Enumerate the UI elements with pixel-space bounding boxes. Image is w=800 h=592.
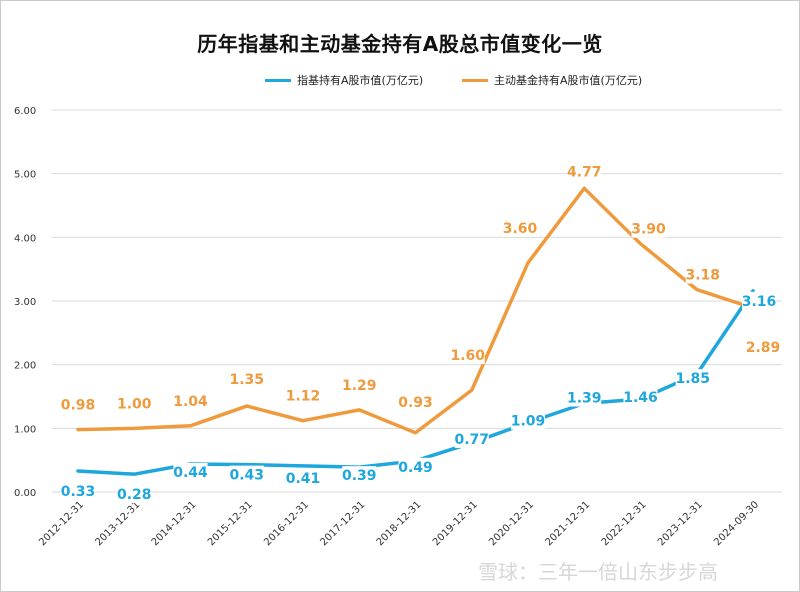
data-label-bg <box>342 466 377 485</box>
data-label: 2.89 <box>746 340 781 356</box>
x-tick-label: 2018-12-31 <box>375 499 424 548</box>
data-label-bg <box>286 468 320 487</box>
data-label-bg <box>229 465 264 484</box>
data-label-bg <box>398 392 433 411</box>
x-tick-label: 2013-12-31 <box>93 499 142 548</box>
data-label-bg <box>454 429 489 448</box>
legend-item-index: 指基持有A股市值(万亿元) <box>265 72 423 88</box>
y-tick-label: 1.00 <box>14 424 36 435</box>
x-tick-label: 2021-12-31 <box>543 499 592 548</box>
data-label-bg <box>173 462 208 481</box>
data-label: 0.77 <box>454 432 489 448</box>
data-label-bg <box>675 369 710 388</box>
data-label-bg <box>685 265 720 284</box>
data-label-bg <box>117 394 152 413</box>
legend-label-active: 主动基金持有A股市值(万亿元) <box>494 74 643 87</box>
data-point <box>526 261 530 265</box>
data-point <box>132 426 136 430</box>
x-tick-label: 2012-12-31 <box>37 499 86 548</box>
data-label: 0.28 <box>117 487 152 503</box>
data-point <box>357 408 361 412</box>
legend-label-index: 指基持有A股市值(万亿元) <box>297 74 424 87</box>
data-label-bg <box>117 485 152 504</box>
data-label-bg <box>229 370 264 389</box>
legend-item-active: 主动基金持有A股市值(万亿元) <box>462 72 642 88</box>
y-tick-label: 4.00 <box>14 233 36 244</box>
data-label: 0.33 <box>61 484 96 500</box>
data-label-bg <box>503 218 537 237</box>
legend-swatch-active <box>462 78 488 82</box>
x-tick-label: 2016-12-31 <box>262 499 311 548</box>
data-point <box>582 186 586 190</box>
data-label-bg <box>61 395 95 414</box>
x-tick-label: 2014-12-31 <box>150 499 199 548</box>
x-tick-label: 2015-12-31 <box>206 499 255 548</box>
legend-swatch-index <box>265 78 291 82</box>
data-label: 3.60 <box>503 221 538 237</box>
y-tick-label: 0.00 <box>14 488 36 499</box>
y-tick-label: 5.00 <box>14 170 36 181</box>
data-label: 3.90 <box>631 222 666 238</box>
data-label-bg <box>631 219 666 238</box>
data-label: 1.00 <box>117 396 152 412</box>
data-point <box>639 242 642 246</box>
data-label-bg <box>398 457 433 476</box>
data-label: 1.35 <box>229 372 264 388</box>
data-label: 0.49 <box>398 460 433 476</box>
data-label-bg <box>450 346 485 365</box>
x-tick-label: 2024-09-30 <box>712 499 761 548</box>
x-tick-label: 2019-12-31 <box>431 499 480 548</box>
data-point <box>76 428 80 432</box>
data-point <box>76 469 80 473</box>
data-label-bg <box>742 291 776 310</box>
data-label-bg <box>567 388 602 407</box>
y-tick-label: 3.00 <box>14 297 36 308</box>
watermark: 雪球：三年一倍山东步步高 <box>478 560 718 584</box>
data-label: 1.85 <box>675 371 710 387</box>
data-point <box>751 289 755 293</box>
data-label: 0.98 <box>61 398 96 414</box>
x-tick-label: 2017-12-31 <box>318 499 367 548</box>
chart-title: 历年指基和主动基金持有A股总市值变化一览 <box>197 32 603 56</box>
data-label: 1.04 <box>173 394 208 410</box>
data-label: 1.60 <box>450 348 485 364</box>
data-label-bg <box>61 481 95 500</box>
data-label: 1.29 <box>342 378 377 394</box>
data-point <box>695 288 699 292</box>
data-point <box>301 419 305 423</box>
data-label: 1.46 <box>623 390 658 406</box>
y-tick-label: 2.00 <box>14 361 36 372</box>
data-label-bg <box>342 375 377 394</box>
data-label: 1.12 <box>286 389 321 405</box>
data-point <box>470 388 474 392</box>
x-tick-label: 2020-12-31 <box>487 499 536 548</box>
data-point <box>301 464 305 468</box>
data-label: 1.39 <box>567 391 602 407</box>
data-label-bg <box>746 338 780 357</box>
data-label-bg <box>567 162 602 181</box>
data-label: 3.18 <box>685 268 720 284</box>
data-label: 1.09 <box>511 414 546 430</box>
data-label: 0.44 <box>173 465 208 481</box>
data-point <box>414 431 417 435</box>
data-point <box>132 472 136 476</box>
data-point <box>245 463 249 467</box>
data-label-bg <box>173 391 208 410</box>
data-label: 0.39 <box>342 468 377 484</box>
y-tick-label: 6.00 <box>14 106 36 117</box>
data-point <box>189 424 192 428</box>
data-label: 4.77 <box>567 164 602 180</box>
x-tick-label: 2023-12-31 <box>656 499 705 548</box>
data-label-bg <box>511 411 545 430</box>
data-label: 0.41 <box>286 471 321 487</box>
data-label-bg <box>286 386 320 405</box>
data-label-bg <box>623 388 658 407</box>
data-label: 3.16 <box>742 294 777 310</box>
series-line-0 <box>76 289 755 476</box>
data-point <box>245 404 249 408</box>
data-label: 0.43 <box>229 468 264 484</box>
x-tick-label: 2022-12-31 <box>600 499 649 548</box>
data-label: 0.93 <box>398 395 433 411</box>
